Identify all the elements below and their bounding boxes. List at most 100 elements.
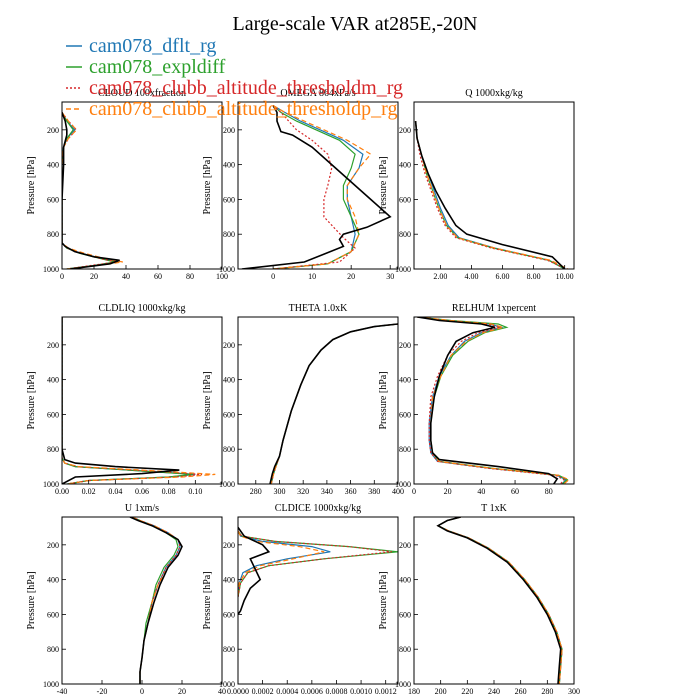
y-tick-label: 200 — [399, 341, 411, 350]
obs-line — [414, 121, 566, 269]
y-tick-label: 600 — [47, 610, 59, 619]
y-tick-label: 800 — [399, 230, 411, 239]
x-tick-label: 40 — [477, 487, 485, 496]
x-tick-label: 6.00 — [496, 272, 510, 281]
x-tick-label: 0.0012 — [375, 687, 397, 696]
y-axis-label: Pressure [hPa] — [202, 371, 213, 429]
x-tick-label: 0 — [271, 272, 275, 281]
y-tick-label: 1000 — [219, 680, 235, 689]
y-tick-label: 800 — [223, 445, 235, 454]
panel-title: Q 1000xkg/kg — [465, 88, 523, 99]
x-tick-label: 380 — [368, 487, 380, 496]
x-tick-label: 240 — [488, 687, 500, 696]
x-tick-label: 40 — [122, 272, 130, 281]
series-line-cam078_clubb_altitude_thresholdp_rg — [62, 317, 216, 484]
x-tick-label: 80 — [545, 487, 553, 496]
obs-line — [269, 323, 398, 484]
y-tick-label: 1000 — [395, 265, 411, 274]
series-line-cam078_dflt_rg — [272, 104, 364, 269]
x-tick-label: 0 — [412, 487, 416, 496]
y-tick-label: 400 — [399, 576, 411, 585]
y-tick-label: 600 — [223, 610, 235, 619]
y-tick-label: 400 — [223, 376, 235, 385]
y-axis-label: Pressure [hPa] — [378, 371, 389, 429]
panel-title: U 1xm/s — [125, 503, 159, 514]
x-tick-label: 60 — [154, 272, 162, 281]
x-tick-label: 300 — [568, 687, 580, 696]
series-line-cam078_clubb_altitude_thresholdp_rg — [417, 317, 571, 484]
x-tick-label: 0.04 — [108, 487, 122, 496]
legend-label: cam078_expldiff — [89, 56, 226, 78]
legend-label: cam078_clubb_altitude_thresholdp_rg — [89, 98, 397, 120]
panel-4: THETA 1.0xK Pressure [hPa] 280 300 320 340 360… — [202, 303, 404, 496]
x-tick-label: 20 — [90, 272, 98, 281]
y-tick-label: 1000 — [219, 265, 235, 274]
panel-frame — [413, 101, 575, 270]
panel-title: OMEGA 864xPa/s — [280, 88, 355, 99]
y-axis-label: Pressure [hPa] — [26, 156, 37, 214]
y-tick-label: 1000 — [395, 680, 411, 689]
y-tick-label: 800 — [223, 645, 235, 654]
panel-frame — [237, 516, 399, 685]
obs-line — [238, 526, 271, 615]
legend-label: cam078_dflt_rg — [89, 35, 216, 57]
y-tick-label: 200 — [223, 541, 235, 550]
y-tick-label: 600 — [47, 195, 59, 204]
x-tick-label: 260 — [515, 687, 527, 696]
panel-title: RELHUM 1xpercent — [452, 303, 536, 314]
y-tick-label: 400 — [47, 161, 59, 170]
x-tick-label: -20 — [97, 687, 108, 696]
y-tick-label: 200 — [223, 341, 235, 350]
x-tick-label: 40 — [218, 687, 226, 696]
x-tick-label: 80 — [186, 272, 194, 281]
y-tick-label: 200 — [47, 341, 59, 350]
series-line-cam078_dflt_rg — [62, 112, 119, 269]
panel-3: CLDLIQ 1000xkg/kg Pressure [hPa] 0.00 0.02 0… — [26, 303, 223, 496]
x-tick-label: 60 — [511, 487, 519, 496]
panel-title: T 1xK — [481, 503, 507, 514]
x-tick-label: 0.00 — [55, 487, 69, 496]
x-tick-label: -40 — [57, 687, 68, 696]
y-axis-label: Pressure [hPa] — [378, 156, 389, 214]
panel-frame — [61, 316, 223, 485]
panel-frame — [237, 101, 399, 270]
x-tick-label: 100 — [216, 272, 228, 281]
y-tick-label: 800 — [47, 645, 59, 654]
y-axis-label: Pressure [hPa] — [202, 156, 213, 214]
panel-title: THETA 1.0xK — [289, 303, 348, 314]
y-tick-label: 200 — [399, 126, 411, 135]
obs-line — [62, 317, 180, 484]
obs-line — [129, 517, 183, 684]
y-tick-label: 400 — [399, 161, 411, 170]
series-line-cam078_clubb_altitude_thresholdp_rg — [272, 104, 372, 269]
x-tick-label: 10.00 — [556, 272, 574, 281]
panel-0: CLOUD 100xfraction Pressure [hPa] 0 20 40 60 8… — [26, 88, 228, 281]
series-line-cam078_clubb_altitude_thresholdp_rg — [131, 517, 183, 684]
x-tick-label: 320 — [297, 487, 309, 496]
obs-line — [241, 105, 392, 269]
x-tick-label: 0.08 — [162, 487, 176, 496]
x-tick-label: 220 — [461, 687, 473, 696]
panel-title: CLDLIQ 1000xkg/kg — [99, 303, 186, 314]
x-tick-label: 10 — [308, 272, 316, 281]
series-line-cam078_clubb_altitude_thresholdm_rg — [415, 121, 567, 269]
x-tick-label: 280 — [250, 487, 262, 496]
x-tick-label: 0.06 — [135, 487, 149, 496]
series-line-cam078_clubb_altitude_thresholdm_rg — [131, 517, 181, 684]
x-tick-label: 0.0004 — [276, 687, 298, 696]
x-tick-label: 0.0000 — [227, 687, 249, 696]
panel-grid: CLOUD 100xfraction Pressure [hPa] 0 20 40 60 8… — [26, 88, 580, 696]
obs-line — [417, 317, 559, 484]
y-axis-label: Pressure [hPa] — [202, 571, 213, 629]
y-tick-label: 600 — [399, 610, 411, 619]
series-line-cam078_expldiff — [436, 517, 563, 684]
x-tick-label: 0.0008 — [325, 687, 347, 696]
y-tick-label: 600 — [399, 410, 411, 419]
series-line-cam078_clubb_altitude_thresholdm_rg — [417, 317, 565, 484]
series-line-cam078_expldiff — [62, 317, 193, 484]
x-tick-label: 20 — [444, 487, 452, 496]
y-axis-label: Pressure [hPa] — [378, 571, 389, 629]
y-tick-label: 800 — [47, 230, 59, 239]
